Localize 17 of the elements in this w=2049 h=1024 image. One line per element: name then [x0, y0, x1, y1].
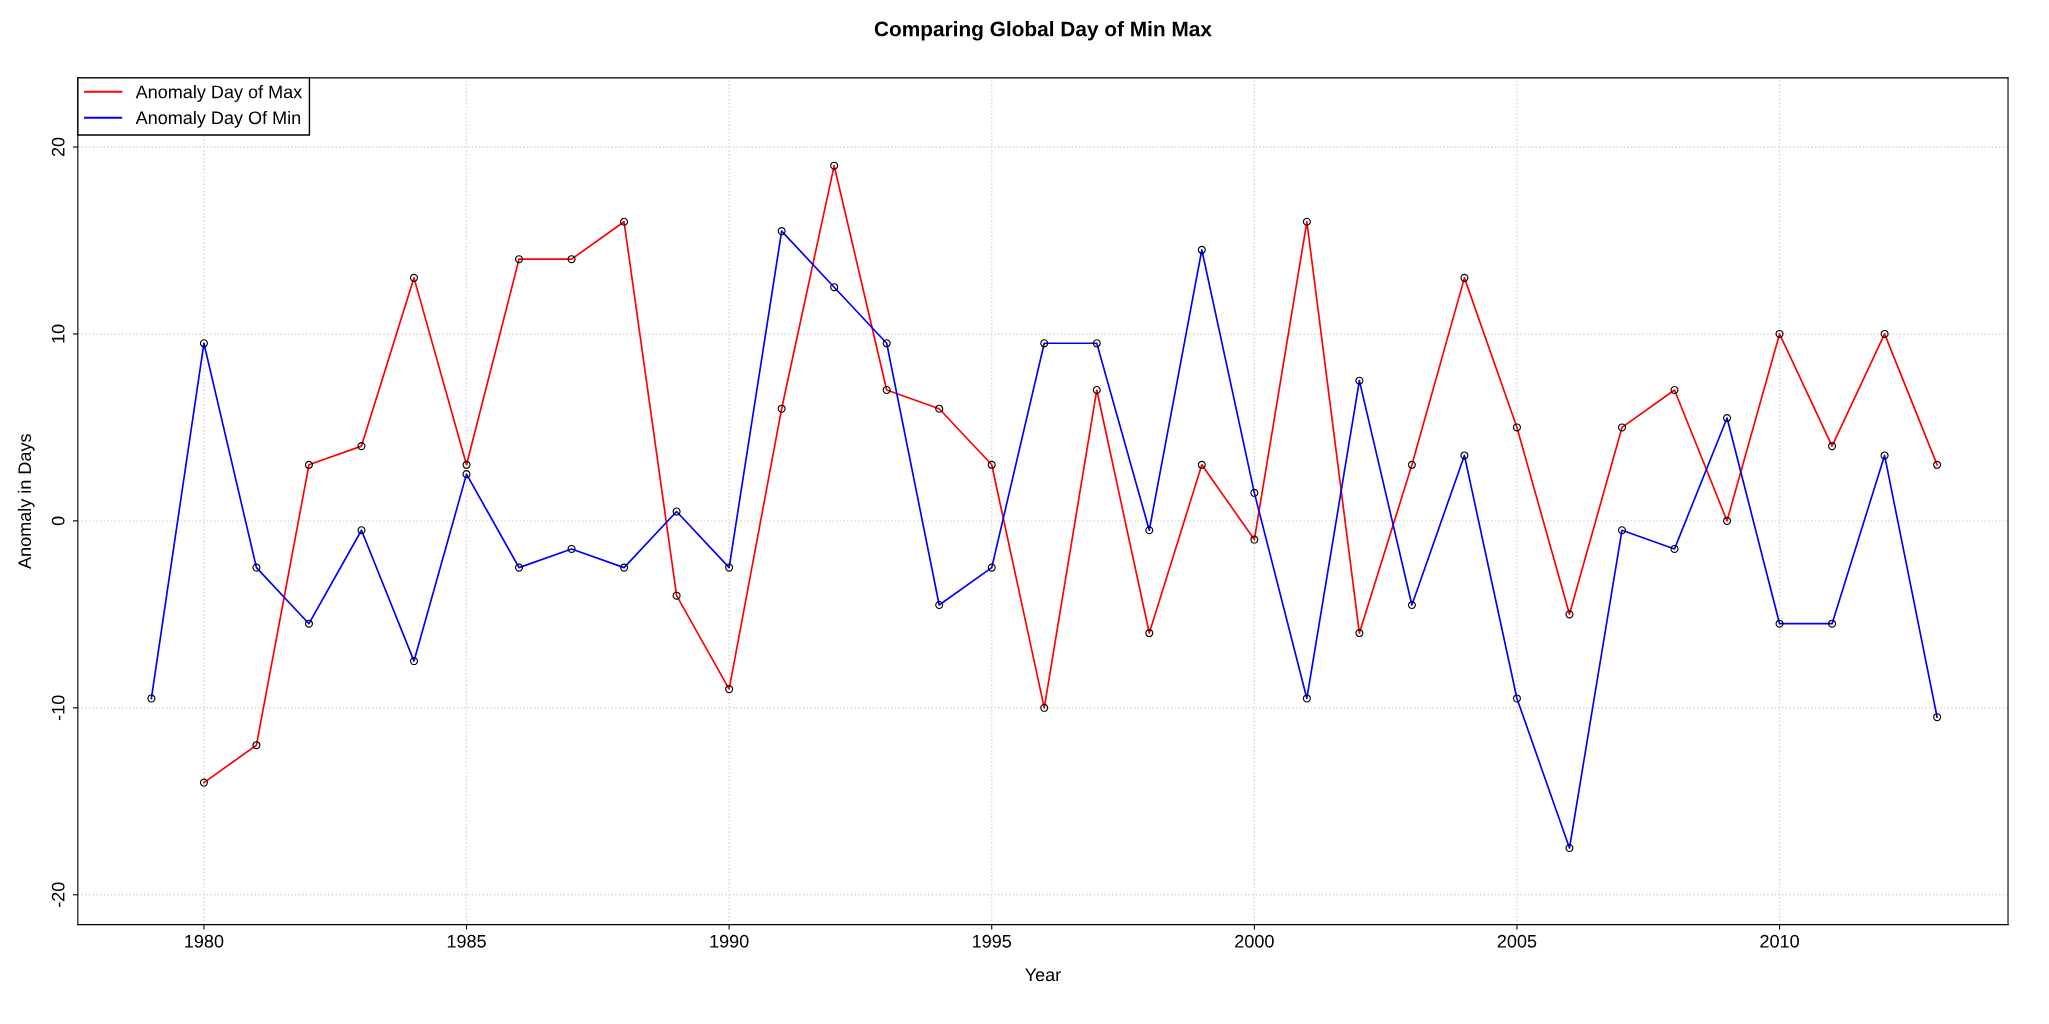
legend-label: Anomaly Day Of Min	[135, 110, 301, 128]
legend-label: Anomaly Day of Max	[135, 85, 303, 102]
x-tick-label: 1985	[447, 934, 486, 948]
x-axis-title: Year	[1025, 968, 1061, 982]
y-tick-label: -20	[51, 882, 65, 908]
x-tick-label: 2005	[1497, 934, 1537, 948]
y-tick-label: -10	[51, 695, 65, 721]
x-tick-label: 1990	[710, 934, 749, 948]
chart-title: Comparing Global Day of Min Max	[874, 21, 1212, 41]
y-axis-title: Anomaly in Days	[17, 434, 35, 569]
x-tick-label: 1980	[185, 934, 224, 948]
y-tick-label: 10	[51, 324, 65, 343]
y-tick-label: 20	[51, 137, 65, 157]
x-tick-label: 2000	[1235, 934, 1274, 948]
x-tick-label: 2010	[1760, 934, 1799, 948]
y-tick-label: 0	[51, 516, 65, 526]
x-tick-label: 1995	[973, 934, 1012, 948]
